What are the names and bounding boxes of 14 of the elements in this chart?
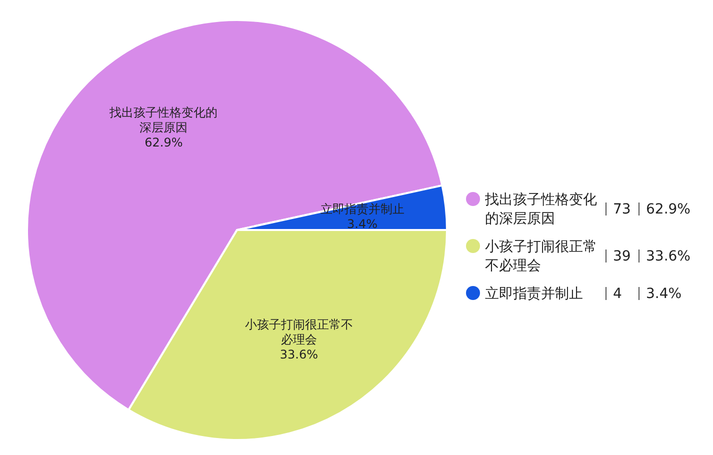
data-label: 62.9% — [144, 136, 183, 150]
text: 4 — [613, 286, 622, 302]
text: 3.4% — [646, 286, 682, 302]
text: 39 — [613, 248, 631, 264]
text: 62.9% — [646, 202, 690, 218]
legend-label: 立即指责并制止 — [485, 286, 583, 302]
text: 73 — [613, 202, 631, 218]
slice-label: 小孩子打闹很正常不必理会 — [244, 318, 353, 347]
slice-label: 找出孩子性格变化的深层原因 — [108, 106, 218, 135]
legend-label: 找出孩子性格变化的深层原因 — [484, 192, 597, 227]
data-label: 3.4% — [347, 217, 378, 232]
legend-label: 小孩子打闹很正常不必理会 — [485, 239, 597, 274]
text: 33.6% — [646, 248, 690, 264]
data-label: 33.6% — [280, 348, 318, 362]
